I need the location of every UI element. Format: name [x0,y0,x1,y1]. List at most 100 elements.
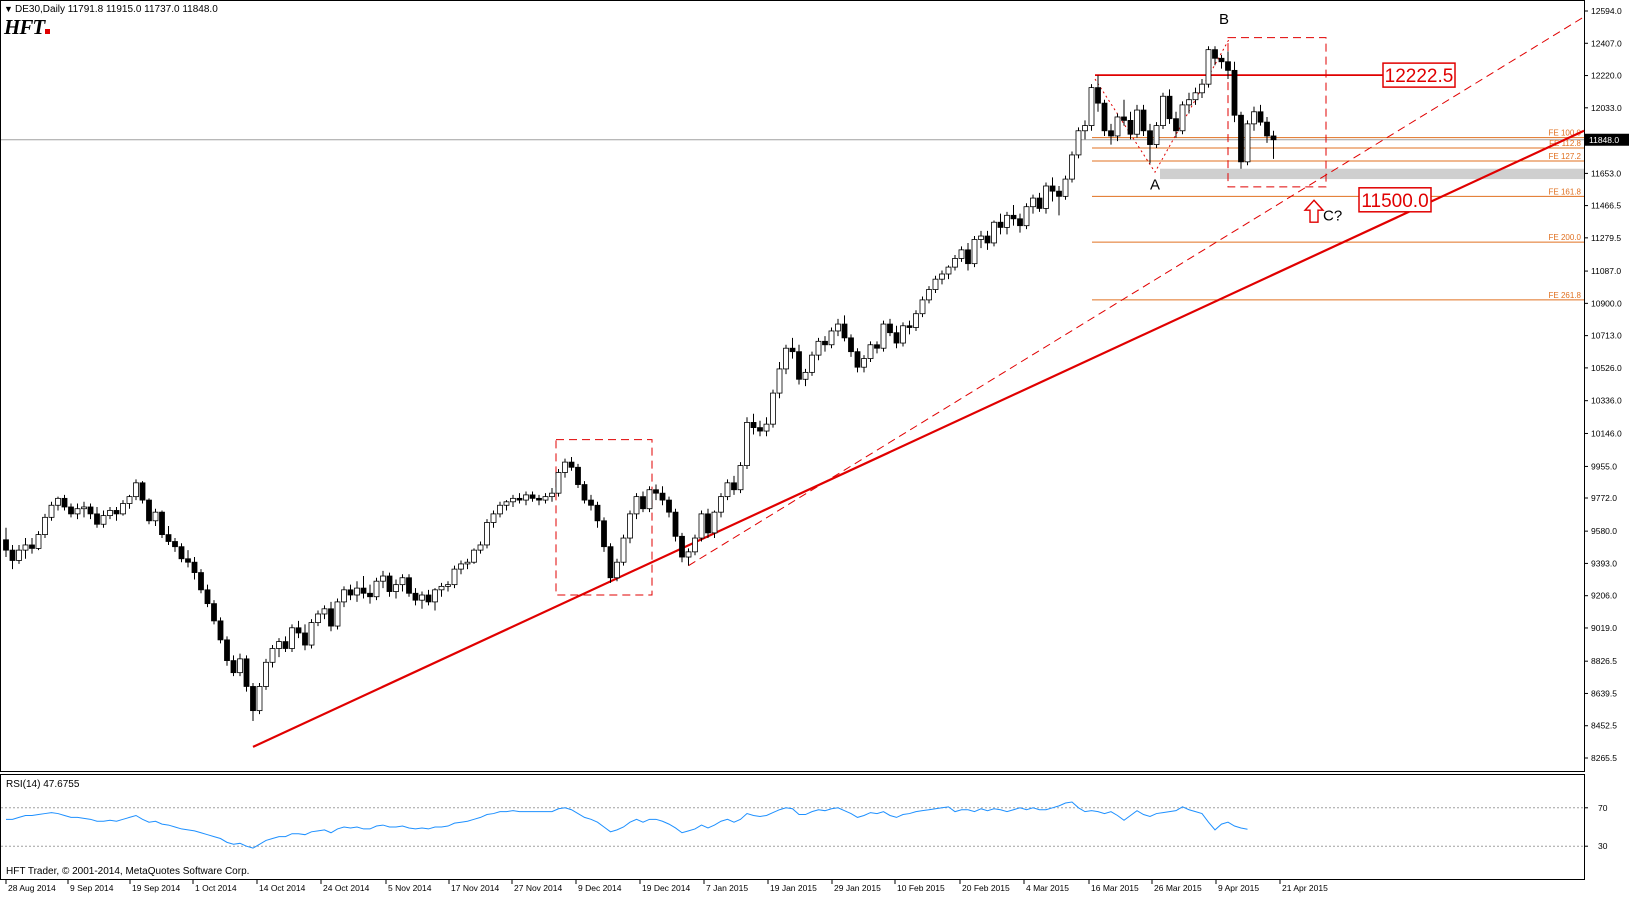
candle-body [640,496,646,510]
candle-body [880,323,887,349]
candle-body [549,492,555,498]
candle-body [789,347,796,353]
main-trendline[interactable] [252,129,1585,748]
candle-body [1166,95,1173,120]
candle-body [705,513,711,534]
x-tick-label: 21 Apr 2015 [1282,883,1328,893]
candle-body [1101,102,1108,132]
candle-body [42,516,48,535]
y-tick-label: 9772.0 [1591,493,1617,503]
candle-body [1108,130,1114,137]
header-triangle-icon[interactable]: ▼ [4,4,13,14]
y-tick-label: 8826.5 [1591,656,1617,666]
candle-body [341,589,347,603]
candle-body [48,504,55,518]
symbol-header: DE30,Daily 11791.8 11915.0 11737.0 11848… [15,4,218,15]
candle-body [724,482,731,498]
candle-body [802,371,809,380]
candle-body [835,323,841,332]
candle-body [685,551,692,558]
candle-body [1004,214,1010,228]
y-tick-label: 12407.0 [1591,38,1622,48]
candle-body [1186,99,1192,106]
candle-body [263,661,269,687]
rsi-label: RSI(14) 47.6755 [6,779,80,790]
candle-body [1251,111,1257,125]
x-tick-label: 14 Oct 2014 [259,883,306,893]
candle-body [1095,87,1101,104]
x-tick-label: 20 Feb 2015 [962,883,1010,893]
y-tick-label: 12594.0 [1591,6,1622,16]
hft-logo: HFT [4,15,51,40]
candle-body [159,511,165,535]
candle-body [9,549,16,561]
rsi-line [6,801,1248,849]
candle-body [900,325,906,344]
fib-level-label: FE 127.2 [1549,152,1582,161]
candle-body [224,639,230,661]
candle-body [165,534,172,542]
dashed-channel-line[interactable] [688,16,1585,567]
candle-body [659,492,666,501]
candle-body [1075,130,1082,156]
candle-body [68,506,74,515]
candle-body [464,561,471,565]
candle-body [679,535,685,558]
x-tick-label: 28 Aug 2014 [8,883,56,893]
candle-body [698,513,705,539]
candle-body [471,549,477,563]
candle-body [211,603,217,622]
current-price-label: 11848.0 [1589,135,1619,145]
point-b-label: B [1219,11,1229,28]
candle-body [204,589,211,605]
candle-body [1023,206,1030,227]
candle-body [61,497,68,508]
candle-body [29,544,35,549]
candle-body [55,497,61,506]
candle-body [503,501,510,506]
candle-body [295,627,302,634]
candle-body [445,584,451,587]
candle-body [594,504,601,522]
candle-body [646,489,653,510]
candle-body [1160,95,1166,126]
candle-body [412,592,419,601]
candle-body [607,546,614,579]
candle-body [81,506,87,510]
candle-body [308,622,315,646]
candle-body [718,496,724,513]
candle-body [770,392,776,425]
candle-body [867,344,874,359]
candle-body [575,466,581,485]
candle-body [978,235,984,240]
candle-body [919,299,926,315]
pattern-box-dec [555,439,653,596]
y-tick-label: 9955.0 [1591,461,1617,471]
y-tick-label: 12033.0 [1591,103,1622,113]
candle-body [315,613,321,624]
candle-body [360,587,367,594]
candle-body [250,686,256,712]
hft-logo-text: HFT [4,15,45,39]
candle-body [620,537,627,563]
candle-body [1088,87,1095,126]
candle-body [380,575,386,582]
y-tick-label: 8452.5 [1591,721,1617,731]
x-tick-label: 19 Jan 2015 [770,883,817,893]
x-tick-label: 19 Sep 2014 [132,883,180,893]
candle-body [932,278,939,290]
candle-body [1225,61,1231,71]
candle-body [302,632,308,646]
candle-body [1121,116,1127,121]
candle-body [939,273,945,280]
candle-body [750,422,757,429]
y-tick-label: 9019.0 [1591,623,1617,633]
candle-body [256,686,263,712]
candle-body [1205,49,1212,85]
candle-body [451,568,458,586]
y-tick-label: 11466.5 [1591,201,1621,211]
candle-body [1062,178,1069,197]
copyright-footer: HFT Trader, © 2001-2014, MetaQuotes Soft… [6,866,249,877]
point-a-label: A [1150,176,1160,193]
